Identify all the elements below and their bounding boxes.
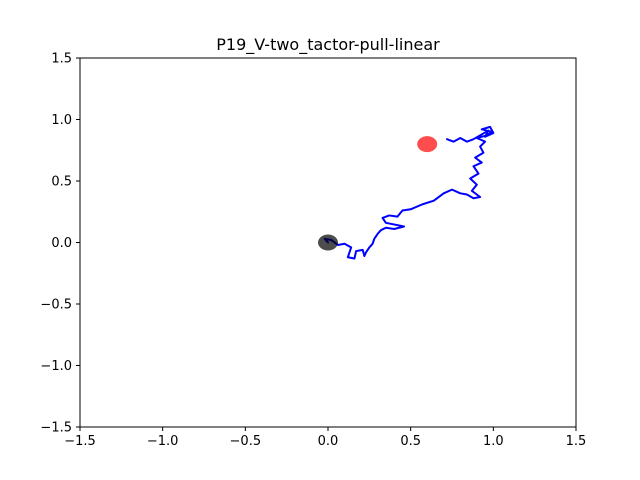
target-marker (417, 136, 438, 153)
y-tick-label-6: 1.5 (51, 52, 72, 67)
y-tick-label-0: −1.5 (40, 421, 72, 436)
x-tick-label-5: 1.0 (483, 434, 504, 449)
axes-layer: −1.5 −1.0 −0.5 0.0 0.5 1.0 1.5 −1.5 −1.0 −0.5 0.0 0… (40, 52, 586, 450)
trajectory-line-0 (323, 125, 495, 260)
chart-title: P19_V-two_tactor-pull-linear (216, 35, 440, 55)
y-tick-label-5: 1.0 (51, 113, 72, 128)
y-tick-label-2: −0.5 (40, 298, 72, 313)
start-marker (318, 234, 338, 251)
x-tick-label-0: −1.5 (64, 434, 96, 449)
x-tick-label-6: 1.5 (566, 434, 587, 449)
y-tick-label-4: 0.5 (51, 175, 72, 190)
x-tick-label-4: 0.5 (400, 434, 421, 449)
y-tick-label-1: −1.0 (40, 359, 72, 374)
x-tick-label-2: −0.5 (230, 434, 262, 449)
y-tick-label-3: 0.0 (51, 236, 72, 251)
x-tick-label-1: −1.0 (147, 434, 179, 449)
x-tick-label-3: 0.0 (318, 434, 339, 449)
data-layer (318, 125, 495, 260)
